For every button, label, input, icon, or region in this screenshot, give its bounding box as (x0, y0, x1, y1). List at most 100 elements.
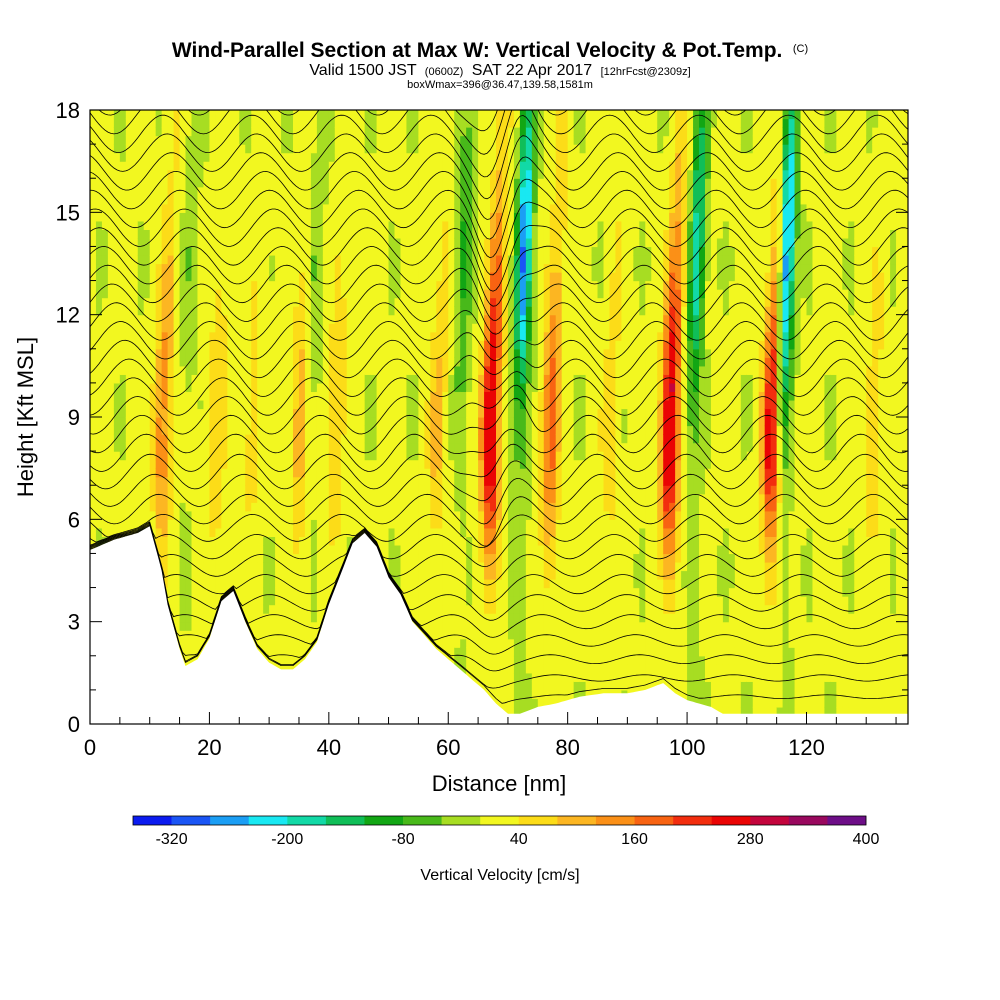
velocity-cell (95, 527, 103, 537)
velocity-cell (257, 144, 264, 154)
velocity-cell (179, 203, 187, 213)
velocity-cell (370, 425, 378, 435)
velocity-cell (484, 681, 491, 691)
velocity-cell (412, 280, 419, 290)
velocity-cell (119, 374, 127, 384)
velocity-cell (251, 408, 258, 418)
velocity-cell (310, 110, 318, 120)
velocity-cell (436, 502, 443, 512)
velocity-cell (346, 186, 354, 196)
velocity-cell (149, 485, 157, 495)
velocity-cell (484, 408, 491, 418)
velocity-cell (263, 246, 270, 256)
velocity-cell (227, 374, 234, 384)
velocity-cell (275, 553, 282, 563)
velocity-cell (227, 561, 234, 572)
velocity-cell (119, 229, 127, 239)
velocity-cell (430, 604, 437, 614)
velocity-cell (179, 596, 187, 606)
velocity-cell (328, 365, 336, 375)
velocity-cell (358, 442, 366, 452)
velocity-cell (119, 382, 127, 393)
velocity-cell (400, 519, 408, 529)
velocity-cell (394, 425, 402, 435)
velocity-cell (251, 561, 258, 572)
velocity-cell (101, 297, 109, 307)
velocity-cell (316, 536, 324, 546)
velocity-cell (436, 212, 443, 222)
velocity-cell (490, 374, 497, 384)
velocity-cell (430, 357, 437, 367)
velocity-cell (430, 254, 437, 265)
velocity-cell (209, 323, 216, 333)
velocity-cell (400, 476, 408, 486)
velocity-cell (340, 399, 348, 410)
velocity-cell (227, 220, 234, 230)
velocity-cell (316, 314, 324, 324)
velocity-cell (298, 365, 306, 375)
velocity-cell (364, 144, 372, 154)
velocity-cell (209, 135, 216, 145)
velocity-cell (382, 297, 390, 307)
velocity-cell (239, 596, 246, 606)
velocity-cell (281, 570, 288, 580)
velocity-cell (310, 254, 318, 265)
velocity-cell (263, 237, 270, 248)
velocity-cell (352, 374, 360, 384)
velocity-cell (167, 246, 175, 256)
velocity-cell (245, 485, 252, 495)
velocity-cell (179, 527, 187, 537)
velocity-cell (257, 323, 264, 333)
velocity-cell (370, 434, 378, 444)
velocity-cell (137, 118, 145, 128)
velocity-cell (370, 144, 378, 154)
velocity-cell (328, 442, 336, 452)
velocity-cell (293, 246, 300, 256)
velocity-cell (424, 596, 431, 606)
velocity-cell (484, 613, 491, 623)
velocity-cell (185, 220, 193, 230)
velocity-cell (394, 357, 402, 367)
velocity-cell (215, 485, 222, 495)
velocity-cell (155, 468, 163, 478)
velocity-cell (119, 220, 127, 230)
velocity-cell (275, 434, 282, 444)
velocity-cell (460, 502, 467, 512)
velocity-cell (370, 468, 378, 478)
velocity-cell (418, 408, 425, 418)
velocity-cell (101, 451, 109, 461)
velocity-cell (125, 459, 133, 469)
velocity-cell (298, 561, 306, 572)
velocity-cell (113, 434, 121, 444)
velocity-cell (406, 246, 414, 256)
velocity-cell (185, 434, 193, 444)
velocity-cell (394, 561, 402, 572)
velocity-cell (167, 314, 175, 324)
velocity-cell (233, 135, 240, 145)
velocity-cell (185, 374, 193, 384)
velocity-cell (460, 186, 467, 196)
velocity-cell (119, 289, 127, 299)
velocity-cell (95, 425, 103, 435)
velocity-cell (203, 152, 211, 162)
velocity-cell (352, 493, 360, 503)
velocity-cell (161, 110, 169, 120)
velocity-cell (328, 434, 336, 444)
velocity-cell (287, 459, 294, 469)
velocity-cell (269, 382, 276, 393)
velocity-cell (143, 417, 151, 427)
velocity-cell (221, 425, 228, 435)
velocity-cell (364, 220, 372, 230)
velocity-cell (466, 254, 473, 265)
velocity-cell (376, 442, 384, 452)
velocity-cell (101, 169, 109, 179)
velocity-cell (95, 195, 103, 205)
velocity-cell (346, 527, 354, 537)
velocity-cell (269, 391, 276, 401)
velocity-cell (239, 425, 246, 435)
velocity-cell (101, 118, 109, 128)
velocity-cell (245, 212, 252, 222)
velocity-cell (304, 544, 312, 555)
velocity-cell (269, 485, 276, 495)
velocity-cell (412, 229, 419, 239)
